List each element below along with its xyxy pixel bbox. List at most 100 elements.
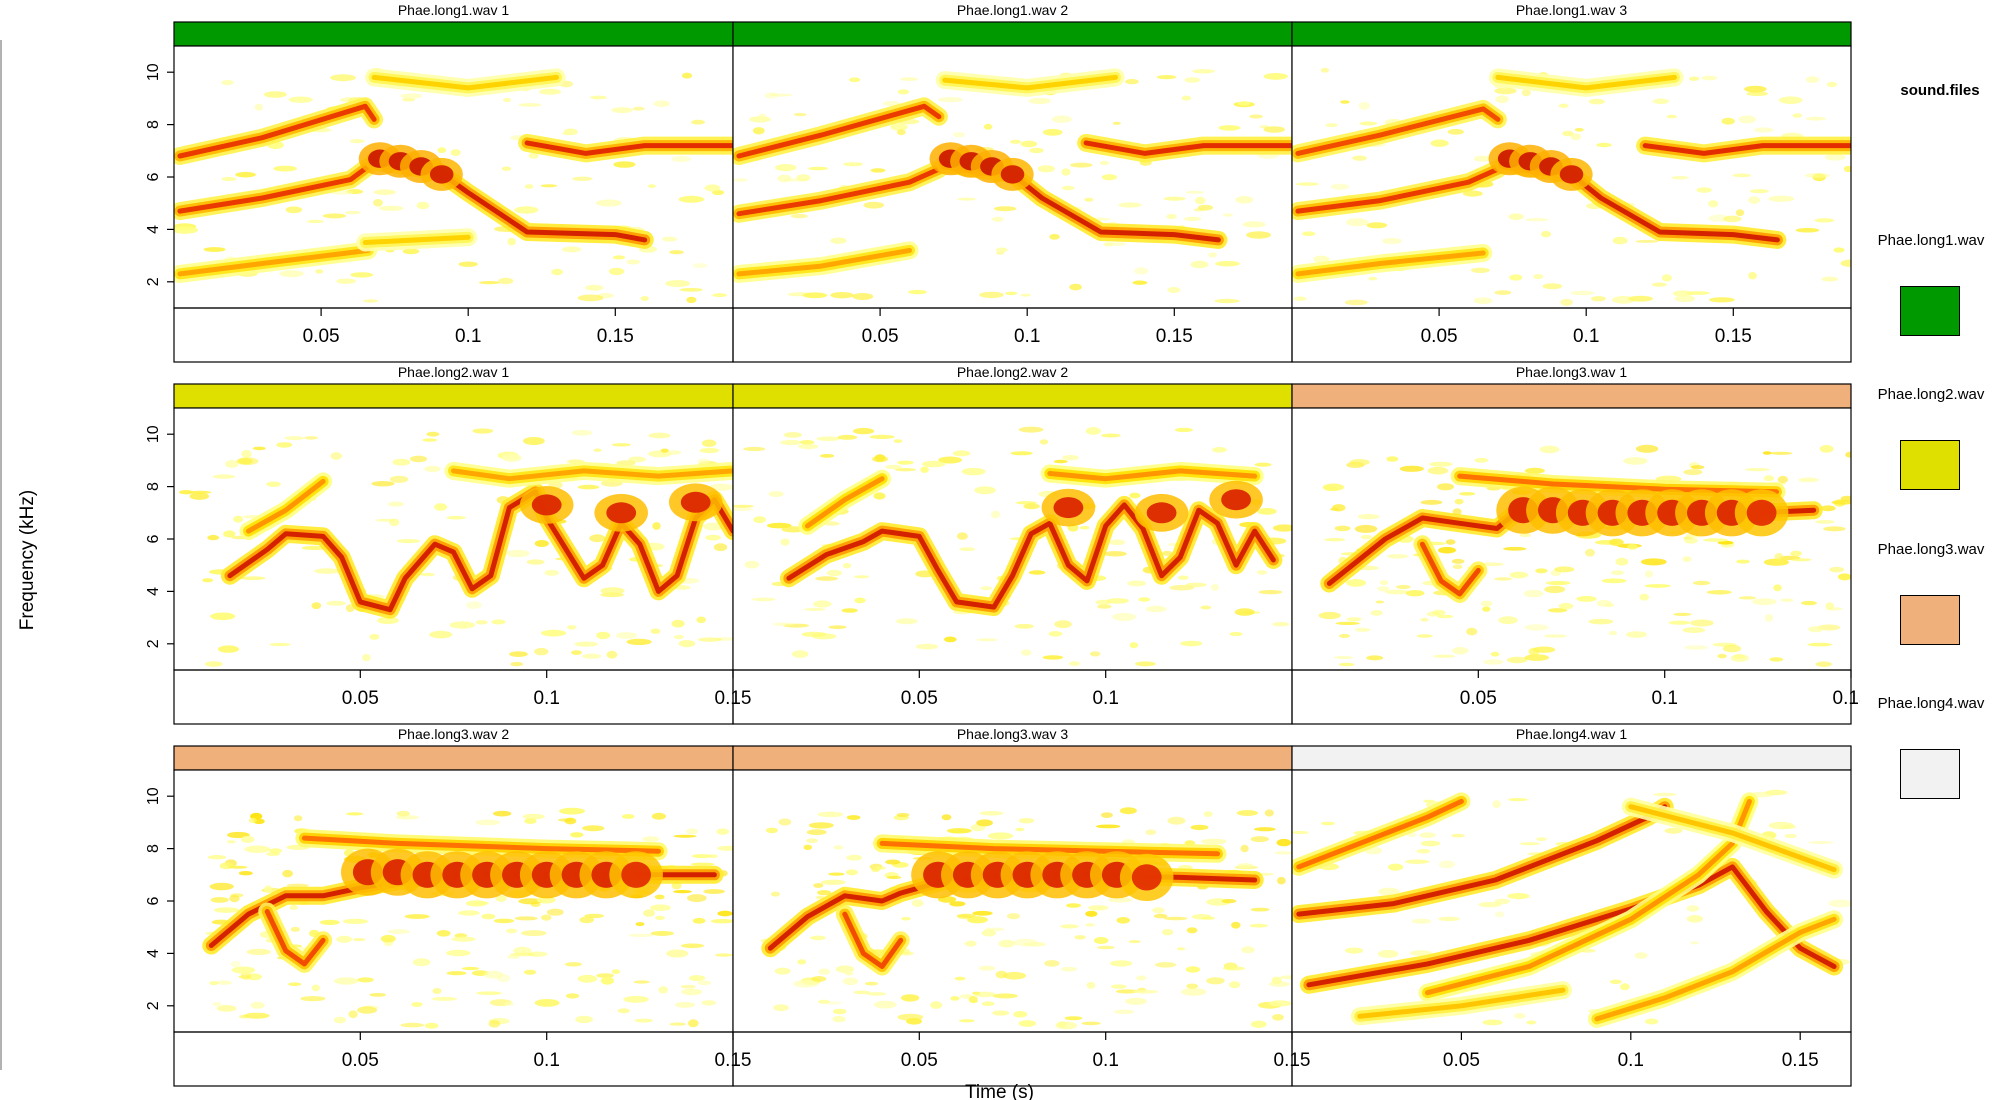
noise-speck: [1263, 126, 1286, 133]
noise-speck: [465, 900, 488, 907]
noise-speck: [238, 975, 251, 979]
noise-speck: [792, 650, 809, 658]
noise-speck: [1101, 174, 1117, 181]
noise-speck: [642, 836, 660, 842]
noise-speck: [1181, 95, 1192, 101]
noise-speck: [1533, 274, 1544, 280]
x-tick-label: 0.15: [1833, 688, 1860, 709]
x-tick-label: 0.1: [1651, 688, 1677, 709]
noise-speck: [1682, 627, 1706, 633]
noise-speck: [1249, 923, 1269, 928]
noise-speck: [1840, 495, 1851, 502]
harmonic-track: [736, 247, 912, 277]
noise-speck: [1112, 121, 1121, 125]
noise-speck: [1250, 836, 1269, 843]
noise-speck: [219, 862, 234, 870]
time-axis-box: [1291, 669, 1852, 725]
noise-speck: [1185, 966, 1201, 973]
noise-speck: [226, 840, 236, 844]
noise-speck: [523, 437, 545, 445]
noise-speck: [1152, 907, 1165, 914]
noise-speck: [478, 281, 501, 285]
noise-speck: [852, 293, 874, 300]
noise-speck: [1015, 827, 1025, 832]
panel: Phae.long4.wav 1 0.05 0.1 0.15: [1291, 726, 1852, 1087]
harmonic-track: [227, 489, 733, 613]
noise-speck: [1302, 231, 1316, 236]
noise-speck: [980, 586, 993, 591]
noise-speck: [1478, 901, 1502, 908]
noise-speck: [1790, 550, 1802, 557]
noise-speck: [1826, 81, 1838, 88]
noise-speck: [767, 522, 792, 529]
legend-swatch: [1900, 286, 1960, 336]
noise-speck: [1620, 983, 1630, 991]
x-tick-label: 0.1: [1618, 1050, 1644, 1071]
noise-speck: [1125, 997, 1147, 1005]
legend-swatch: [1900, 595, 1960, 645]
noise-speck: [396, 539, 421, 544]
y-tick-label: 4: [145, 949, 162, 958]
noise-speck: [1547, 608, 1568, 613]
noise-speck: [623, 995, 649, 1003]
noise-speck: [534, 540, 549, 547]
noise-speck: [833, 845, 844, 850]
noise-speck: [1560, 298, 1573, 306]
noise-speck: [1558, 602, 1574, 610]
noise-speck: [944, 636, 957, 643]
y-tick-label: 8: [145, 482, 162, 491]
noise-speck: [692, 263, 708, 269]
noise-speck: [264, 91, 287, 98]
noise-speck: [330, 452, 342, 460]
noise-speck: [992, 993, 1018, 999]
harmonic-track: [842, 911, 904, 969]
noise-speck: [1240, 844, 1249, 853]
noise-speck: [1588, 618, 1614, 625]
noise-speck: [773, 622, 794, 626]
noise-speck: [1212, 447, 1227, 453]
noise-speck: [1840, 259, 1851, 267]
noise-speck: [1340, 100, 1350, 104]
noise-speck: [996, 251, 1005, 255]
noise-speck: [1081, 1021, 1101, 1026]
noise-speck: [1132, 280, 1148, 285]
noise-speck: [1692, 580, 1711, 586]
noise-speck: [673, 834, 697, 838]
noise-speck: [949, 901, 966, 907]
sound-file-bar: [173, 383, 734, 409]
noise-speck: [265, 852, 281, 856]
noise-speck: [946, 828, 972, 834]
noise-speck: [1639, 593, 1649, 601]
noise-speck: [621, 814, 635, 819]
noise-speck: [225, 460, 239, 468]
noise-speck: [1084, 197, 1094, 202]
noise-speck: [810, 935, 826, 941]
noise-speck: [523, 969, 537, 975]
noise-speck: [1436, 614, 1454, 619]
noise-speck: [1437, 483, 1454, 491]
noise-speck: [1765, 614, 1773, 622]
panel-title: Phae.long2.wav 2: [957, 364, 1069, 380]
sound-file-bar: [732, 21, 1293, 47]
noise-speck: [1815, 661, 1832, 667]
noise-speck: [369, 633, 380, 640]
noise-speck: [1064, 1016, 1083, 1021]
noise-speck: [1837, 573, 1851, 581]
sound-file-bar: [173, 745, 734, 771]
noise-speck: [669, 250, 684, 255]
harmonic-track: [736, 166, 942, 217]
noise-speck: [1095, 824, 1121, 829]
noise-speck: [841, 608, 858, 613]
noise-speck: [1366, 222, 1388, 229]
panel: Phae.long3.wav 1 0.05 0.1 0.15: [1291, 364, 1860, 725]
noise-speck: [768, 491, 784, 497]
noise-speck: [1241, 946, 1255, 954]
noise-speck: [1717, 540, 1734, 545]
noise-speck: [1524, 624, 1549, 631]
noise-speck: [1717, 653, 1727, 659]
noise-speck: [617, 1008, 630, 1014]
noise-speck: [1129, 492, 1141, 499]
noise-speck: [1359, 121, 1378, 126]
noise-speck: [541, 914, 552, 921]
